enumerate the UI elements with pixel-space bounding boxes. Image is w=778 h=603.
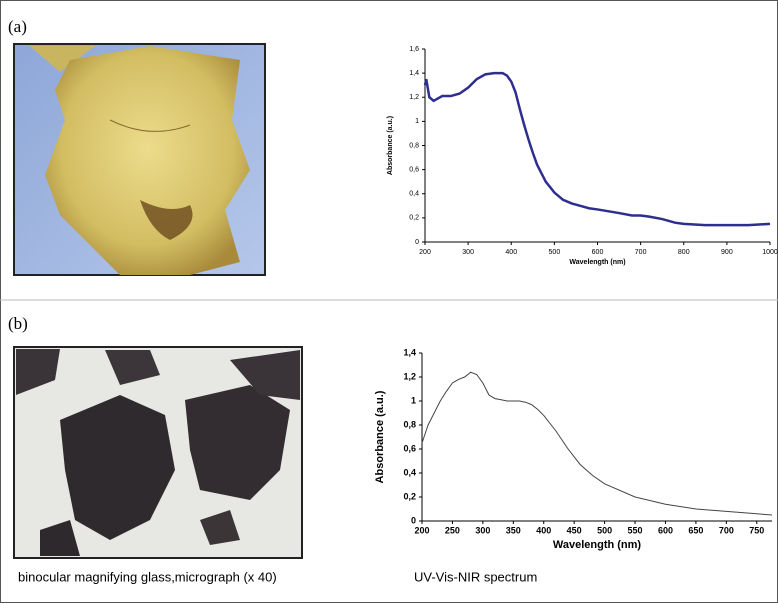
x-axis-label: Wavelength (nm) (569, 259, 625, 266)
y-tick-label: 1,2 (403, 371, 416, 381)
x-tick-label: 900 (721, 249, 733, 256)
x-axis-label: Wavelength (nm) (553, 539, 642, 551)
x-tick-label: 400 (505, 249, 517, 256)
x-tick-label: 750 (749, 525, 764, 535)
x-tick-label: 1000 (762, 249, 778, 256)
x-tick-label: 350 (506, 525, 521, 535)
x-tick-label: 400 (536, 525, 551, 535)
x-tick-label: 650 (688, 525, 703, 535)
x-tick-label: 700 (719, 525, 734, 535)
y-tick-label: 1 (415, 118, 419, 125)
page: {"panel_labels": ["(a)", "(b)"], "captio… (0, 0, 778, 603)
y-tick-label: 0,8 (409, 142, 419, 149)
y-tick-label: 0,6 (409, 166, 419, 173)
panel-label: (b) (8, 314, 28, 333)
panel-label: (a) (8, 17, 27, 36)
y-axis-label: Absorbance (a.u.) (387, 116, 394, 175)
photo-a (14, 44, 265, 275)
caption: binocular magnifying glass,micrograph (x… (18, 569, 277, 584)
y-tick-label: 0,2 (409, 215, 419, 222)
y-tick-label: 0 (411, 515, 416, 525)
caption: UV-Vis-NIR spectrum (414, 569, 537, 584)
x-tick-label: 600 (658, 525, 673, 535)
y-tick-label: 1,4 (403, 347, 416, 357)
x-tick-label: 600 (592, 249, 604, 256)
y-tick-label: 1 (411, 395, 416, 405)
x-tick-label: 450 (567, 525, 582, 535)
x-tick-label: 800 (678, 249, 690, 256)
data-line (425, 73, 770, 225)
x-tick-label: 500 (597, 525, 612, 535)
data-line (422, 372, 772, 515)
x-tick-label: 500 (549, 249, 561, 256)
x-tick-label: 300 (475, 525, 490, 535)
y-tick-label: 0,4 (409, 191, 419, 198)
y-tick-label: 1,2 (409, 94, 419, 101)
x-tick-label: 700 (635, 249, 647, 256)
x-tick-label: 200 (414, 525, 429, 535)
figure: (a) (b) binocular magnifying glass,micro… (0, 0, 778, 603)
y-tick-label: 0,4 (403, 467, 416, 477)
y-tick-label: 0,6 (403, 443, 416, 453)
y-tick-label: 1,4 (409, 70, 419, 77)
x-tick-label: 300 (462, 249, 474, 256)
y-tick-label: 0 (415, 239, 419, 246)
x-tick-label: 550 (628, 525, 643, 535)
x-tick-label: 250 (445, 525, 460, 535)
photo-b (14, 347, 302, 558)
y-tick-label: 1,6 (409, 46, 419, 53)
x-tick-label: 200 (419, 249, 431, 256)
y-tick-label: 0,8 (403, 419, 416, 429)
y-tick-label: 0,2 (403, 491, 416, 501)
y-axis-label: Absorbance (a.u.) (374, 390, 386, 483)
